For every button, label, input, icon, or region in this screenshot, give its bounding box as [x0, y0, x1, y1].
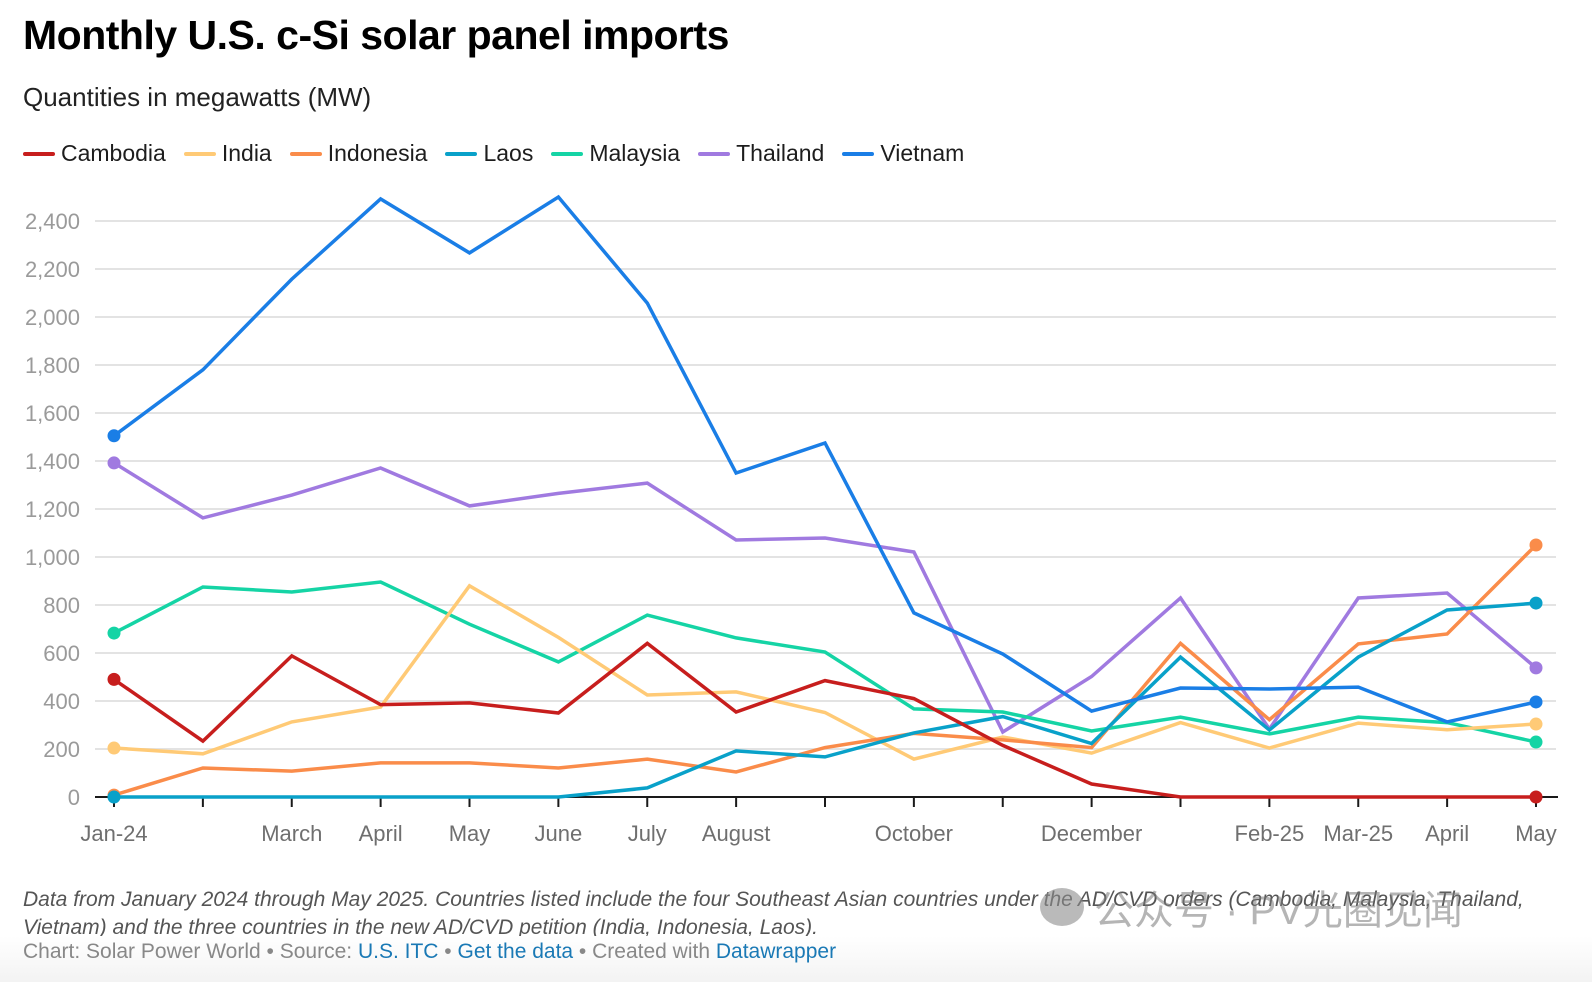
x-tick-label: Mar-25 [1323, 821, 1393, 846]
wechat-icon [1040, 888, 1084, 926]
separator: • [438, 940, 458, 963]
legend-swatch [842, 151, 875, 156]
x-tick-label: Jan-24 [80, 821, 147, 846]
legend: Cambodia India Indonesia Laos Malaysia Thaila… [23, 140, 964, 167]
series-indonesia [107, 538, 1543, 802]
series-laos [107, 596, 1543, 804]
get-data-link[interactable]: Get the data [457, 940, 574, 963]
x-axis: Jan-24 March April May June July August October… [80, 796, 1558, 846]
footer: Chart: Solar Power World • Source: U.S. … [0, 936, 1592, 982]
chart-subtitle: Quantities in megawatts (MW) [23, 82, 372, 112]
point-malaysia-end[interactable] [1529, 735, 1543, 749]
point-laos-end[interactable] [1529, 596, 1543, 610]
separator: • [260, 940, 280, 963]
legend-swatch [445, 151, 478, 156]
chart-credit: Chart: Solar Power World [23, 940, 261, 963]
watermark-text: 公众号 · PV光圈见闻 [1094, 889, 1463, 933]
legend-item-malaysia[interactable]: Malaysia [551, 140, 680, 167]
legend-label: Laos [483, 140, 534, 166]
y-tick-label: 1,600 [25, 401, 80, 426]
x-tick-label: June [535, 821, 583, 846]
y-tick-label: 2,000 [25, 305, 80, 330]
datawrapper-link[interactable]: Datawrapper [715, 940, 837, 963]
point-india-start[interactable] [107, 741, 121, 755]
y-tick-label: 2,200 [25, 257, 80, 282]
point-cambodia-end[interactable] [1529, 790, 1543, 804]
legend-item-laos[interactable]: Laos [445, 140, 533, 167]
point-laos-start[interactable] [107, 790, 121, 804]
legend-item-indonesia[interactable]: Indonesia [289, 140, 428, 167]
x-tick-label: July [628, 821, 667, 846]
line-cambodia[interactable] [113, 641, 1536, 799]
series-vietnam [107, 194, 1543, 724]
source-label: Source: [279, 940, 358, 963]
y-tick-label: 1,200 [25, 497, 80, 522]
point-vietnam-start[interactable] [107, 429, 121, 443]
series-india [107, 583, 1543, 761]
legend-item-vietnam[interactable]: Vietnam [842, 140, 964, 167]
x-tick-label: April [1425, 821, 1469, 846]
y-tick-label: 1,400 [25, 449, 80, 474]
point-india-end[interactable] [1529, 717, 1543, 731]
gridlines [95, 220, 1556, 750]
series-lines [107, 194, 1543, 804]
line-india[interactable] [113, 583, 1537, 761]
line-chart: 0 200 400 600 800 1,000 1,200 1,400 1,600 1,800 2,… [25, 194, 1558, 846]
x-tick-label: October [875, 821, 953, 846]
legend-item-india[interactable]: India [183, 140, 272, 167]
legend-label: Cambodia [61, 140, 166, 166]
created-label: Created with [592, 940, 716, 963]
x-tick-label: March [261, 821, 322, 846]
legend-swatch [183, 151, 216, 156]
legend-label: Vietnam [880, 140, 965, 166]
x-tick-label: May [449, 821, 491, 846]
y-tick-label: 400 [43, 689, 80, 714]
legend-swatch [698, 151, 731, 156]
point-indonesia-end[interactable] [1529, 538, 1543, 552]
y-tick-label: 2,400 [25, 209, 80, 234]
legend-item-cambodia[interactable]: Cambodia [23, 140, 166, 167]
y-tick-label: 1,800 [25, 353, 80, 378]
legend-swatch [23, 151, 55, 156]
chart-notes: Data from January 2024 through May 2025.… [23, 888, 1524, 939]
x-tick-label: Feb-25 [1235, 821, 1305, 846]
series-malaysia [107, 580, 1543, 749]
x-tick-label: May [1515, 821, 1557, 846]
chart-title: Monthly U.S. c-Si solar panel imports [23, 12, 729, 58]
series-thailand [107, 456, 1543, 735]
x-tick-label: August [702, 821, 771, 846]
watermark: 公众号 · PV光圈见闻 [1040, 878, 1463, 936]
series-cambodia [107, 641, 1543, 804]
legend-label: Thailand [736, 140, 825, 166]
legend-label: Malaysia [589, 140, 681, 166]
y-tick-label: 0 [68, 785, 80, 810]
y-tick-label: 600 [43, 641, 80, 666]
y-axis-ticks: 0 200 400 600 800 1,000 1,200 1,400 1,600 1,800 2,… [25, 209, 80, 810]
source-link[interactable]: U.S. ITC [357, 940, 439, 963]
point-thailand-end[interactable] [1529, 661, 1543, 675]
point-vietnam-end[interactable] [1529, 695, 1543, 709]
line-vietnam[interactable] [112, 194, 1537, 724]
legend-swatch [551, 151, 584, 156]
line-indonesia[interactable] [113, 543, 1538, 797]
separator: • [573, 940, 593, 963]
legend-label: Indonesia [327, 140, 428, 166]
legend-swatch [289, 151, 322, 156]
point-malaysia-start[interactable] [107, 626, 121, 640]
y-tick-label: 1,000 [25, 545, 80, 570]
point-thailand-start[interactable] [107, 456, 121, 470]
point-cambodia-start[interactable] [107, 672, 121, 686]
line-malaysia[interactable] [113, 580, 1537, 744]
line-laos[interactable] [114, 601, 1537, 799]
y-tick-label: 800 [43, 593, 80, 618]
legend-item-thailand[interactable]: Thailand [698, 140, 824, 167]
legend-label: India [221, 140, 272, 166]
x-tick-label: December [1041, 821, 1142, 846]
x-tick-label: April [359, 821, 403, 846]
line-thailand[interactable] [113, 461, 1538, 735]
y-tick-label: 200 [43, 737, 80, 762]
